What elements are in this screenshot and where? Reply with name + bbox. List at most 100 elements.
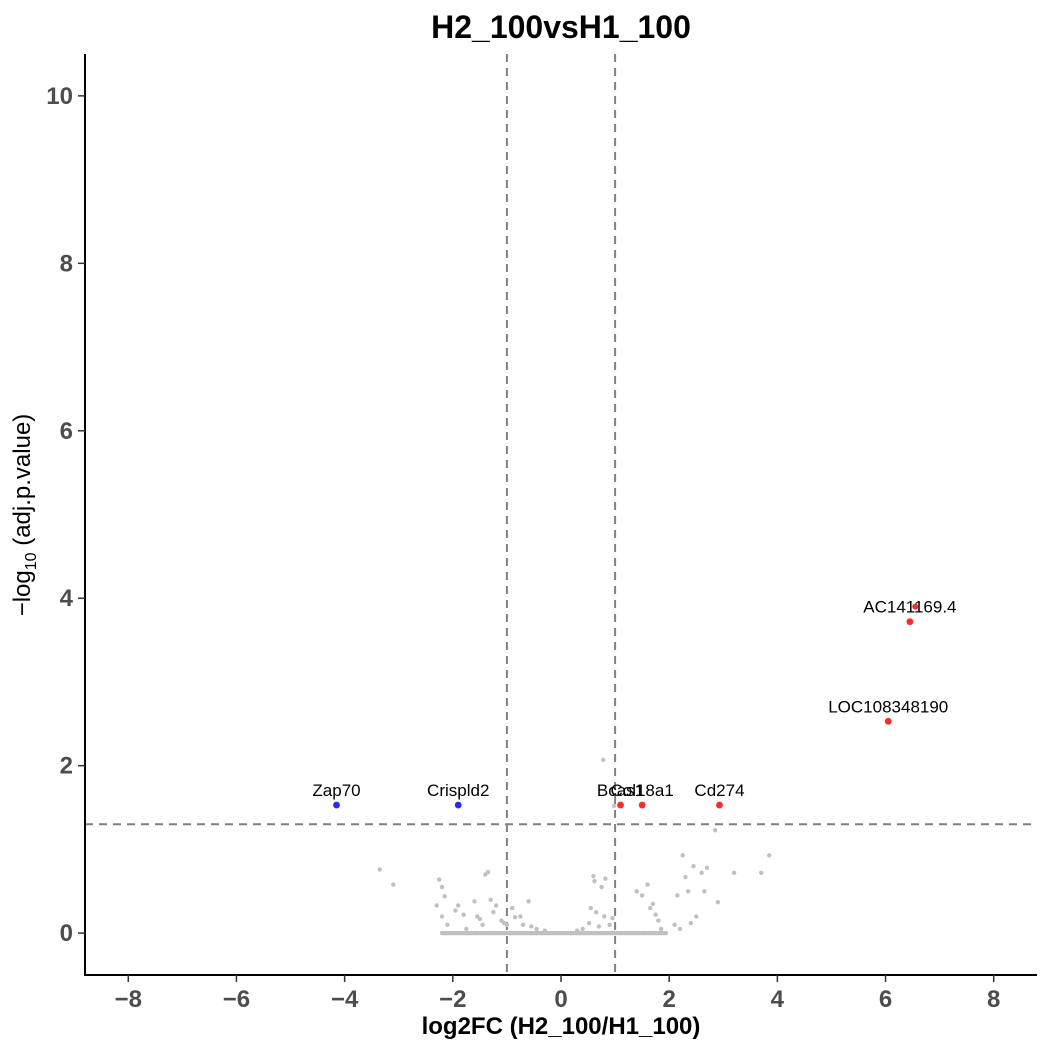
ns-point xyxy=(645,882,650,887)
ns-point xyxy=(464,926,469,932)
ns-point xyxy=(437,877,442,882)
ns-point xyxy=(485,869,491,875)
ns-point xyxy=(688,920,694,926)
ns-point xyxy=(518,914,523,919)
point-label: Col18a1 xyxy=(610,781,673,800)
x-tick-label: 2 xyxy=(663,986,676,1013)
x-axis-ticks: −8 −6 −4 −2 0 2 4 6 8 xyxy=(115,975,1000,1013)
sig-point-up xyxy=(716,801,723,809)
ns-point xyxy=(510,905,515,911)
ns-point xyxy=(656,918,661,923)
ns-point xyxy=(715,899,721,905)
y-axis-title-main: −log xyxy=(9,570,36,616)
y-tick-label: 0 xyxy=(60,920,73,947)
ns-point xyxy=(611,803,617,809)
y-tick-label: 2 xyxy=(60,753,73,780)
significant-points xyxy=(333,603,919,809)
y-axis-ticks: 0 2 4 6 8 10 xyxy=(46,83,85,947)
ns-point xyxy=(699,870,704,876)
ns-point xyxy=(493,903,499,908)
ns-point xyxy=(488,897,493,902)
ns-point xyxy=(599,884,604,890)
ns-point xyxy=(472,899,477,904)
sig-point-up xyxy=(912,603,919,610)
ns-point xyxy=(758,870,764,876)
ns-point xyxy=(672,922,677,927)
y-tick-label: 6 xyxy=(60,418,73,445)
x-tick-label: −6 xyxy=(223,986,250,1013)
ns-point xyxy=(602,914,607,919)
y-tick-label: 10 xyxy=(46,83,73,110)
ns-point xyxy=(575,928,580,933)
y-axis-title-text: −log10 (adj.p.value) xyxy=(9,414,40,617)
ns-point xyxy=(453,908,458,913)
ns-point xyxy=(593,910,599,915)
ns-point xyxy=(650,901,656,907)
ns-point xyxy=(731,870,737,876)
ns-point xyxy=(512,915,518,920)
ns-point xyxy=(658,926,664,932)
ns-point xyxy=(648,905,653,911)
ns-point xyxy=(391,882,396,887)
ns-point xyxy=(588,905,593,911)
ns-point xyxy=(603,876,608,881)
ns-point xyxy=(491,910,496,915)
x-tick-label: −8 xyxy=(115,986,142,1013)
point-label: LOC108348190 xyxy=(828,697,948,716)
ns-point xyxy=(504,922,510,927)
point-label: Crispld2 xyxy=(427,781,489,800)
ns-point xyxy=(456,903,461,908)
ns-point xyxy=(439,884,445,890)
ns-point xyxy=(653,912,658,917)
sig-point-up xyxy=(884,717,892,725)
ns-point xyxy=(767,853,772,858)
ns-point xyxy=(480,922,485,927)
sig-point-up xyxy=(638,801,646,809)
ns-point xyxy=(439,914,445,919)
y-axis-title: −log10 (adj.p.value) xyxy=(9,414,40,617)
ns-point xyxy=(580,926,585,932)
ns-point xyxy=(694,914,699,919)
nonsignificant-points xyxy=(377,757,772,936)
point-label: Bcas1 xyxy=(597,781,644,800)
ns-point xyxy=(377,867,382,872)
chart-title: H2_100vsH1_100 xyxy=(431,9,691,45)
y-axis-title-rest: (adj.p.value) xyxy=(9,414,36,553)
ns-point xyxy=(639,893,645,898)
ns-point xyxy=(596,924,602,929)
x-tick-label: 4 xyxy=(771,986,785,1013)
ns-point xyxy=(702,889,707,894)
x-axis-title: log2FC (H2_100/H1_100) xyxy=(422,1013,701,1040)
ns-point xyxy=(610,915,615,921)
ns-point xyxy=(445,922,450,927)
x-tick-label: 6 xyxy=(879,986,892,1013)
ns-point xyxy=(529,924,534,929)
x-tick-label: −4 xyxy=(331,986,359,1013)
ns-point xyxy=(592,879,597,884)
ns-point xyxy=(607,922,612,927)
y-axis-title-subscript: 10 xyxy=(23,552,40,570)
point-label: AC141169.4 xyxy=(863,598,956,617)
ns-point xyxy=(712,827,718,833)
ns-point xyxy=(586,920,592,926)
ns-point xyxy=(685,889,691,894)
ns-point xyxy=(600,757,606,763)
ns-point xyxy=(461,912,466,917)
ns-point xyxy=(526,899,531,904)
sig-point-down xyxy=(454,801,462,809)
ns-point xyxy=(704,865,710,871)
ns-point xyxy=(442,894,447,899)
ns-point xyxy=(691,863,696,869)
sig-point-down xyxy=(333,801,340,809)
y-tick-label: 4 xyxy=(60,585,74,612)
ns-point xyxy=(683,874,688,880)
ns-point xyxy=(534,926,539,932)
x-tick-label: 0 xyxy=(554,986,567,1013)
ns-point xyxy=(675,893,680,898)
point-label: Zap70 xyxy=(312,781,360,800)
ns-baseline-point xyxy=(663,930,669,936)
sig-point-up xyxy=(906,618,914,626)
ns-point xyxy=(591,874,596,879)
